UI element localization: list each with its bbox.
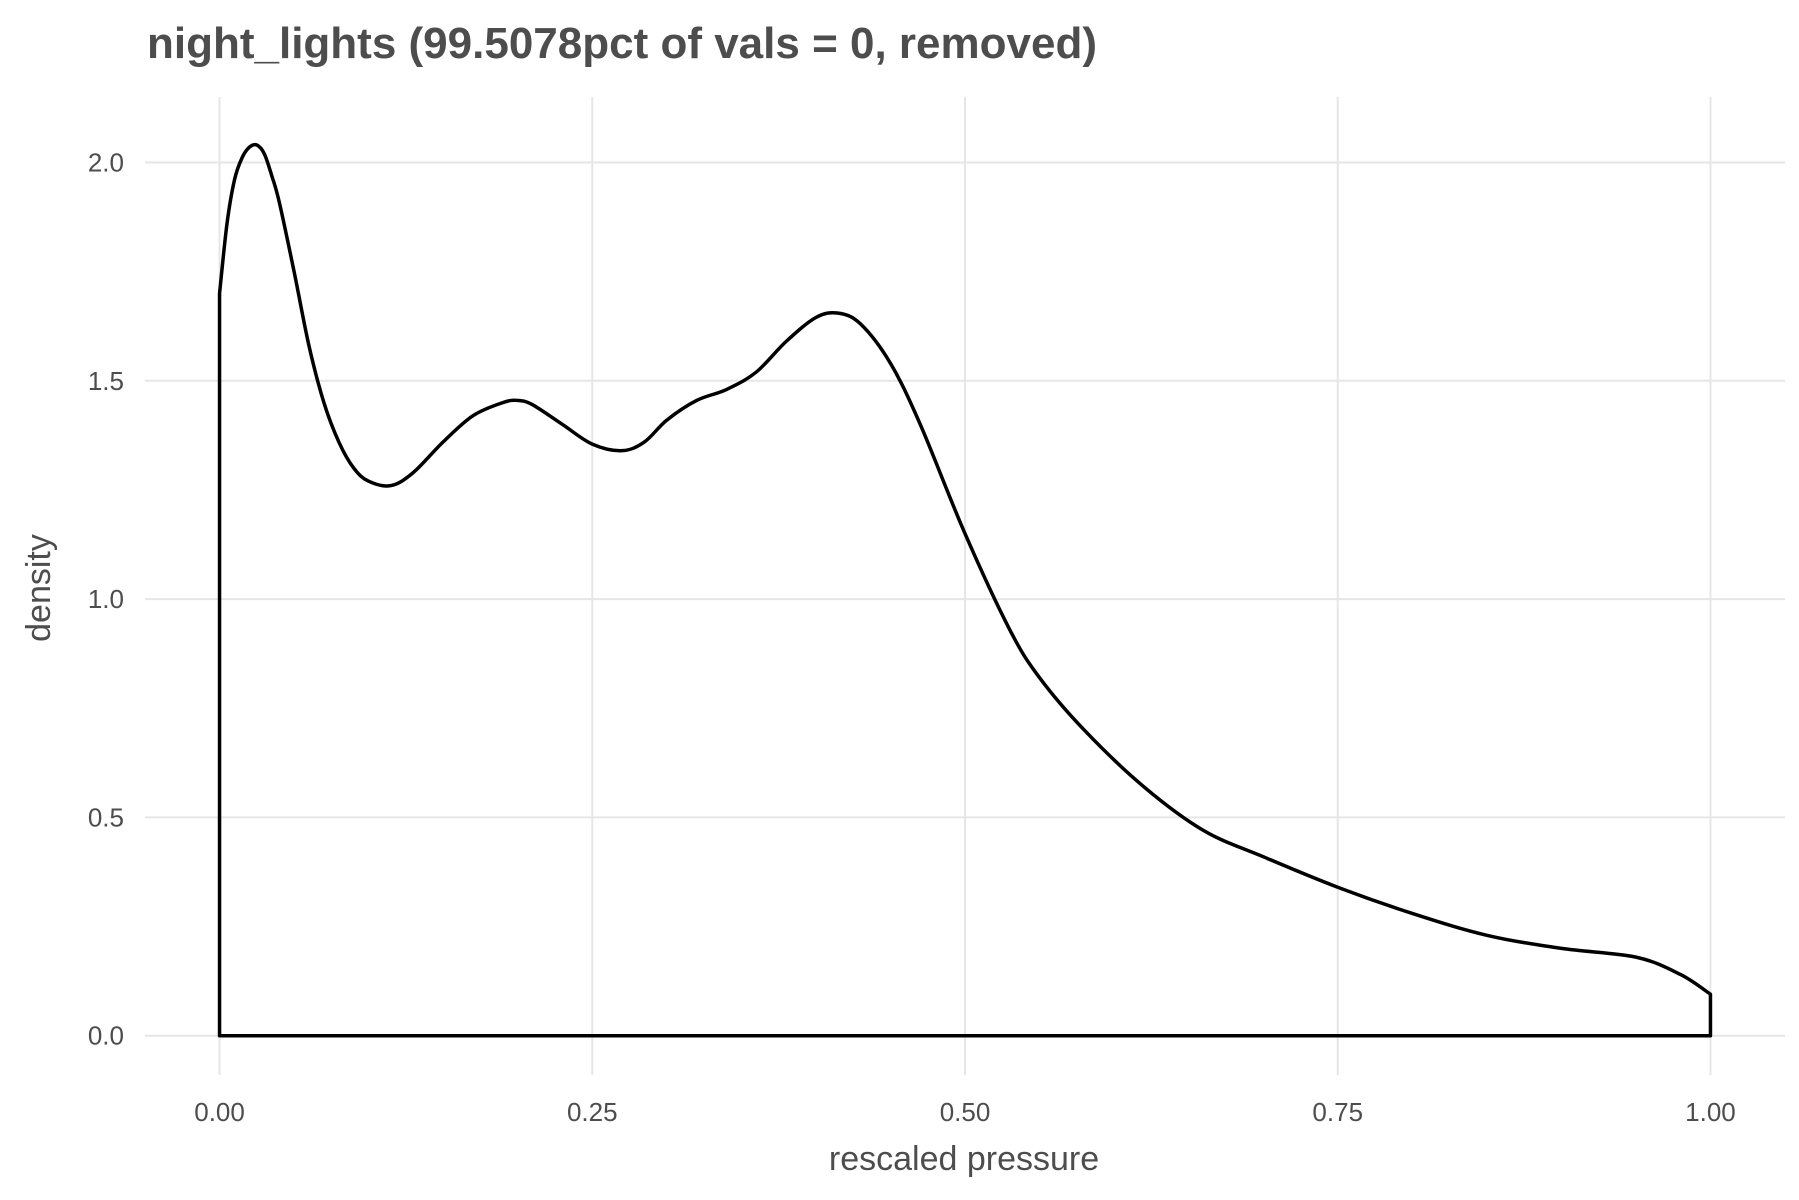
x-tick-label: 0.50 — [940, 1097, 991, 1127]
y-axis-title: density — [20, 534, 58, 642]
x-tick-label: 0.00 — [194, 1097, 245, 1127]
grid — [145, 97, 1785, 1075]
tick-labels: 0.00 0.25 0.50 0.75 1.00 0.0 0.5 1.0 1.5 2.0 — [88, 147, 1736, 1127]
x-tick-label: 0.25 — [567, 1097, 618, 1127]
x-tick-label: 0.75 — [1312, 1097, 1363, 1127]
x-axis-title: rescaled pressure — [829, 1140, 1099, 1178]
series — [217, 142, 1713, 1038]
y-tick-label: 2.0 — [88, 147, 124, 177]
y-tick-label: 0.5 — [88, 802, 124, 832]
y-tick-label: 1.0 — [88, 584, 124, 614]
x-tick-label: 1.00 — [1685, 1097, 1736, 1127]
density-curve — [217, 142, 1713, 1038]
y-tick-label: 1.5 — [88, 366, 124, 396]
chart-title: night_lights (99.5078pct of vals = 0, re… — [147, 19, 1097, 68]
y-tick-label: 0.0 — [88, 1021, 124, 1051]
